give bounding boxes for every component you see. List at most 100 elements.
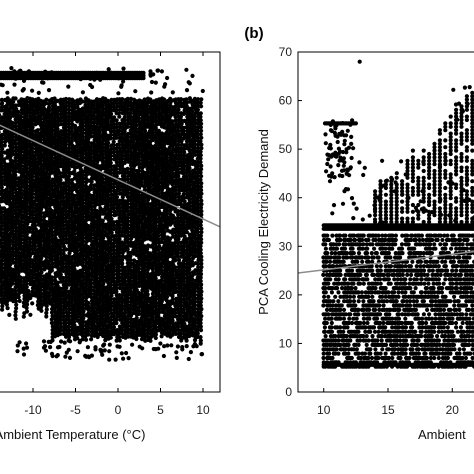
scatter-point [162,240,167,245]
scatter-point [19,163,24,168]
scatter-point [114,146,119,151]
scatter-point [66,111,72,116]
scatter-point [103,229,108,234]
scatter-point [187,302,192,307]
scatter-point [159,264,164,269]
scatter-point [97,157,102,162]
scatter-point [187,333,192,339]
scatter-point [55,130,61,135]
scatter-point [13,313,18,318]
scatter-point [0,101,5,106]
scatter-point [16,204,21,209]
scatter-point [16,249,21,254]
scatter-point [120,306,125,312]
scatter-point [66,230,71,235]
scatter-point [84,337,89,342]
scatter-point [45,76,50,81]
scatter-point [33,283,38,288]
scatter-point [52,211,57,216]
scatter-point [148,73,153,78]
scatter-point [108,132,113,137]
scatter-point [66,174,71,179]
scatter-point [125,152,130,157]
scatter-point [86,206,91,211]
scatter-point [117,300,122,305]
scatter-point [187,169,192,174]
scatter-point [167,131,172,136]
scatter-point [89,281,94,286]
scatter-point [44,314,49,319]
scatter-point [186,80,191,85]
scatter-point [141,70,146,75]
scatter-point [114,167,119,172]
scatter-point [72,323,77,328]
scatter-point [128,278,133,283]
scatter-point [13,180,18,185]
scatter-point [106,67,111,72]
scatter-point [199,237,204,242]
scatter-point [72,267,77,272]
scatter-point [167,163,172,168]
scatter-point [142,331,147,336]
scatter-point [120,153,125,158]
scatter-point [95,317,100,322]
scatter-point [19,188,24,193]
scatter-point [86,321,91,327]
scatter-point [159,295,164,300]
scatter-point [100,218,105,223]
scatter-point [107,342,112,347]
scatter-point [173,139,178,144]
scatter-point [16,267,21,272]
scatter-point [156,167,161,172]
scatter-point [0,82,4,87]
scatter-point [149,90,154,95]
scatter-point [32,115,38,120]
scatter-point [181,136,186,141]
scatter-point [128,264,133,269]
scatter-point [49,317,54,322]
scatter-point [0,164,4,169]
scatter-point [145,334,150,339]
scatter-point [69,125,74,130]
scatter-point [139,151,144,156]
scatter-point [153,171,158,176]
scatter-point [80,123,85,129]
scatter-point [10,215,15,220]
scatter-point [80,337,85,342]
scatter-point [97,213,102,218]
scatter-point [181,262,186,267]
scatter-point [193,152,198,157]
scatter-point [142,97,147,102]
scatter-point [145,145,150,150]
scatter-point [142,198,147,203]
scatter-point [100,292,105,297]
scatter-point [55,312,60,317]
scatter-point [27,264,32,269]
scatter-point [92,270,97,275]
scatter-point [55,123,61,128]
scatter-point [103,303,108,308]
scatter-point [199,142,204,147]
scatter-point [111,220,116,225]
scatter-point [149,79,155,85]
scatter-point [7,245,12,250]
scatter-point [192,289,197,294]
scatter-point [133,148,139,153]
scatter-point [136,276,141,281]
scatter-point [198,324,203,329]
scatter-point [83,148,88,153]
scatter-point [44,139,49,144]
scatter-point [27,215,32,220]
scatter-point [94,313,99,319]
scatter-point [196,265,201,270]
scatter-point [111,223,116,228]
scatter-point [81,235,86,240]
scatter-point [178,300,183,305]
scatter-point [195,230,200,235]
scatter-point [199,188,204,193]
scatter-point [2,111,7,117]
scatter-point [47,161,52,166]
scatter-point [18,68,23,73]
scatter-point [198,335,203,340]
scatter-point [62,340,67,345]
